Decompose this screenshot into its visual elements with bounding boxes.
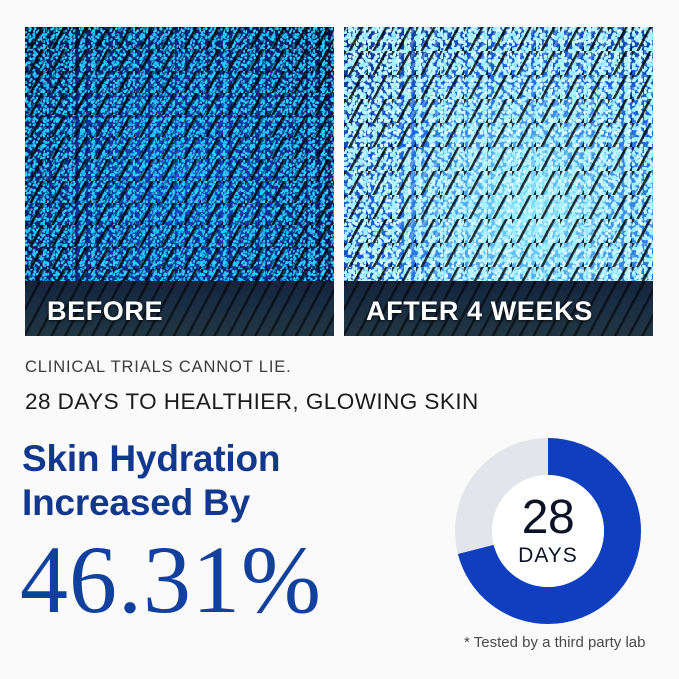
days-donut-chart: 28 DAYS [455,438,641,624]
donut-fill-arc [455,438,641,624]
headline-line-1: Skin Hydration [22,438,281,479]
before-after-comparison: BEFORE AFTER 4 WEEKS [25,27,653,336]
after-label-strip [344,281,653,336]
before-label-strip [25,281,334,336]
headline: Skin Hydration Increased By [22,437,442,525]
after-label: AFTER 4 WEEKS [366,296,593,326]
after-panel: AFTER 4 WEEKS [344,27,653,336]
footnote-text: * Tested by a third party lab [464,634,646,651]
donut-svg [455,438,641,624]
headline-line-2: Increased By [22,482,250,523]
hydration-percentage: 46.31% [20,526,322,633]
subheadline-text: 28 DAYS TO HEALTHIER, GLOWING SKIN [25,389,479,414]
eyebrow-text: CLINICAL TRIALS CANNOT LIE. [25,358,292,376]
before-label: BEFORE [47,296,164,326]
before-panel: BEFORE [25,27,334,336]
donut-hole [492,475,604,587]
